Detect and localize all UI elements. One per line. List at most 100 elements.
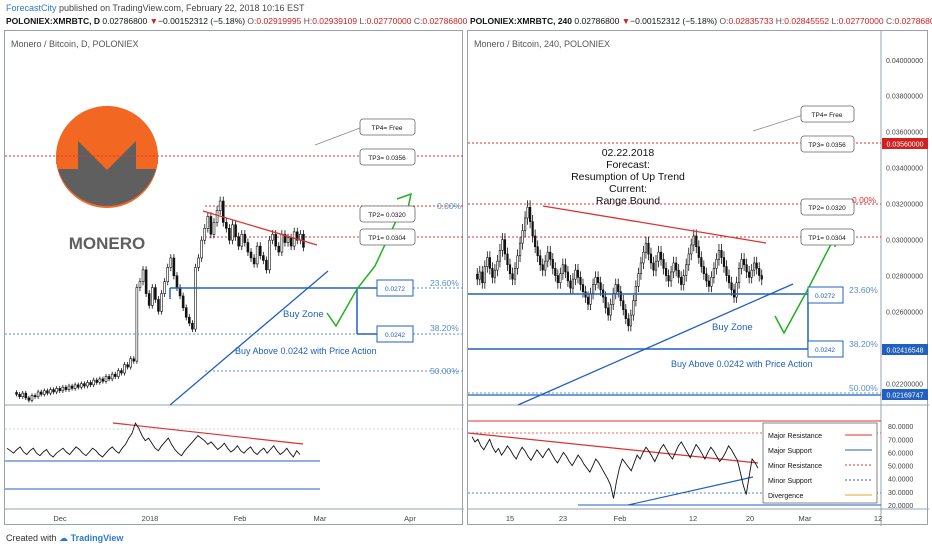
candle xyxy=(529,200,532,229)
candle xyxy=(107,374,111,382)
candle xyxy=(544,254,547,277)
indicator-y-tick-label: 40.0000 xyxy=(888,477,913,484)
candle xyxy=(61,384,65,394)
candle xyxy=(481,265,484,289)
candle xyxy=(566,265,569,287)
candle xyxy=(258,242,262,260)
candle xyxy=(619,285,622,307)
candle xyxy=(92,377,95,388)
candle xyxy=(30,393,34,403)
legend-label: Minor Support xyxy=(768,478,812,485)
svg-text:0.03560000: 0.03560000 xyxy=(887,142,924,149)
candle xyxy=(511,267,514,286)
candle xyxy=(647,236,650,261)
candle xyxy=(274,230,277,251)
indicator-legend: Major Resistance Major Support Minor Resis… xyxy=(762,422,878,504)
y-tick-label: 0.03000000 xyxy=(886,238,923,245)
candle xyxy=(579,271,582,291)
candle xyxy=(206,212,210,233)
candle xyxy=(255,242,259,268)
candle xyxy=(76,382,80,390)
svg-text:TP2= 0.0320: TP2= 0.0320 xyxy=(368,212,406,219)
left-x-axis: Dec 2018 Feb Mar Apr xyxy=(53,514,416,523)
tp1-callout: TP1= 0.0304 xyxy=(800,228,855,246)
candle xyxy=(712,262,716,284)
candle xyxy=(556,269,559,289)
candle xyxy=(569,274,572,295)
candle xyxy=(249,248,253,262)
candle xyxy=(172,254,176,280)
svg-text:Current:: Current: xyxy=(609,183,647,195)
candle xyxy=(486,251,489,273)
y-tick-label: 0.02800000 xyxy=(886,274,923,281)
candle xyxy=(554,262,557,282)
fib-50-label: 50.00% xyxy=(430,366,459,376)
candle xyxy=(591,278,595,300)
candle xyxy=(687,247,690,271)
candle xyxy=(476,268,479,286)
right-indicator-line xyxy=(471,436,759,499)
green-forecast-arrow xyxy=(774,238,837,335)
candle xyxy=(680,271,683,291)
left-symbol: POLONIEX:XMRBTC, D xyxy=(6,16,100,26)
candle xyxy=(289,233,293,251)
y-tick-label: 0.02200000 xyxy=(886,381,923,388)
green-forecast-arrow xyxy=(326,205,404,328)
candle xyxy=(194,263,197,333)
candle xyxy=(551,253,554,275)
candle xyxy=(169,254,173,272)
fib-50-label: 50.00% xyxy=(849,383,878,393)
candle xyxy=(664,262,668,282)
right-y-axis: 0.04000000 0.03800000 0.03600000 0.03400000… xyxy=(886,58,923,389)
price-tag-lower: 0.02169747 xyxy=(882,389,928,400)
candle xyxy=(657,245,660,268)
candle xyxy=(637,267,640,293)
candle xyxy=(596,271,600,289)
tp3-callout: TP3= 0.0356 xyxy=(800,135,855,153)
candle xyxy=(682,269,685,291)
indicator-y-tick-label: 50.0000 xyxy=(888,464,913,471)
candle xyxy=(662,253,665,275)
candle xyxy=(234,220,237,241)
candle xyxy=(46,388,49,396)
buy-above-label: Buy Above 0.0242 with Price Action xyxy=(671,359,813,369)
candle xyxy=(670,265,673,287)
indicator-y-tick-label: 70.0000 xyxy=(888,437,913,444)
tradingview-link[interactable]: TradingView xyxy=(70,533,124,543)
candle xyxy=(483,260,486,289)
candle xyxy=(58,386,62,394)
candle xyxy=(705,267,708,287)
buy-upper-callout: 0.0272 xyxy=(376,279,414,297)
left-chart-panel[interactable]: Monero / Bitcoin, D, POLONIEX MONERO xyxy=(4,30,464,525)
fib-382-label: 38.20% xyxy=(849,339,878,349)
right-x-axis: 15 23 Feb 12 20 Mar 12 xyxy=(506,514,882,523)
candle xyxy=(609,298,612,321)
candle xyxy=(95,377,99,385)
right-change: −0.00152312 (−5.18%) xyxy=(630,16,718,26)
y-tick-label: 0.02600000 xyxy=(886,310,923,317)
fib-0-label: 0.00% xyxy=(437,201,462,211)
candle xyxy=(36,389,40,399)
right-candles xyxy=(476,200,763,332)
candle xyxy=(70,383,74,391)
candle xyxy=(73,382,77,391)
candle xyxy=(135,284,139,364)
x-tick-label: 23 xyxy=(559,514,567,523)
x-tick-label: 2018 xyxy=(142,514,159,523)
right-chart-panel[interactable]: Monero / Bitcoin, 240, POLONIEX 02.22.20… xyxy=(467,30,929,526)
candle xyxy=(21,390,25,399)
candle xyxy=(24,390,28,401)
candle xyxy=(200,236,203,262)
forecast-note: 02.22.2018 Forecast: Resumption of Up Tr… xyxy=(571,147,685,207)
candle xyxy=(212,218,216,239)
left-close: 0.02786800 xyxy=(422,16,468,26)
candle xyxy=(740,253,743,275)
candle xyxy=(225,218,228,233)
candle xyxy=(197,254,200,272)
candle xyxy=(571,273,575,295)
legend-label: Major Resistance xyxy=(768,433,822,440)
candle xyxy=(83,381,86,389)
candle xyxy=(18,392,21,399)
author-link[interactable]: ForecastCity xyxy=(6,3,57,13)
candle xyxy=(110,371,114,382)
